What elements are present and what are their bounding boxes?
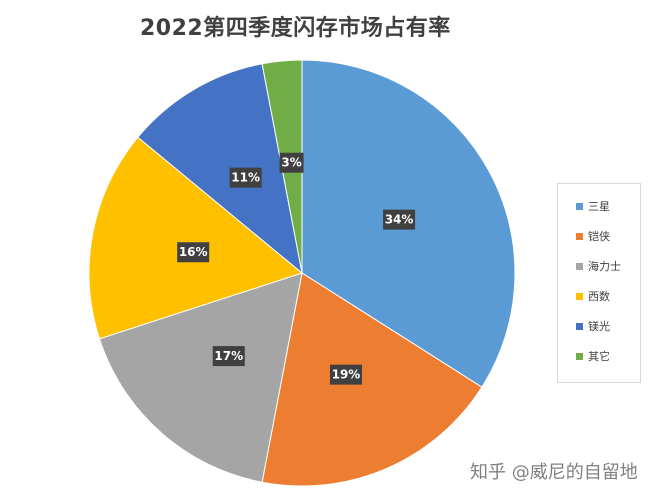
legend-item-1: 铠侠 — [576, 228, 610, 244]
legend-swatch — [576, 202, 583, 210]
data-label-4: 11% — [229, 167, 262, 188]
data-label-box — [383, 209, 416, 230]
legend-item-3: 西数 — [576, 288, 610, 304]
legend-swatch — [576, 262, 583, 270]
legend-label: 铠侠 — [588, 230, 610, 243]
data-label-1: 19% — [329, 364, 362, 385]
pie-slice-3 — [88, 136, 304, 340]
data-label-0: 34% — [383, 209, 416, 230]
data-label-5: 3% — [279, 152, 304, 173]
legend-label: 其它 — [588, 350, 610, 363]
data-label-3: 16% — [177, 242, 210, 263]
data-label-text: 3% — [281, 156, 301, 170]
data-label-2: 17% — [212, 346, 245, 367]
legend-label: 镁光 — [588, 320, 610, 333]
data-label-box — [177, 242, 210, 263]
legend-label: 三星 — [588, 200, 610, 213]
legend-item-4: 镁光 — [576, 318, 610, 334]
legend-swatch — [576, 232, 583, 240]
pie-slice-4 — [137, 63, 303, 275]
data-label-box — [212, 346, 245, 367]
legend-item-5: 其它 — [576, 348, 610, 364]
chart-title: 2022第四季度闪存市场占有率 — [140, 16, 451, 41]
legend-item-0: 三星 — [576, 198, 610, 214]
data-label-box — [229, 167, 262, 188]
data-label-text: 34% — [385, 213, 414, 227]
legend-swatch — [576, 322, 583, 330]
legend-swatch — [576, 292, 583, 300]
legend-swatch — [576, 352, 583, 360]
data-label-box — [279, 152, 304, 173]
pie-slice-1 — [261, 272, 483, 487]
legend-item-2: 海力士 — [576, 258, 621, 274]
data-label-text: 17% — [214, 349, 243, 363]
data-label-text: 11% — [231, 171, 260, 185]
legend-label: 西数 — [588, 290, 610, 303]
legend-label: 海力士 — [588, 260, 621, 273]
watermark: 知乎 @威尼的自留地 — [470, 462, 638, 483]
data-label-text: 19% — [332, 368, 361, 382]
data-label-box — [329, 364, 362, 385]
legend: 三星铠侠海力士西数镁光其它 — [557, 183, 641, 383]
pie-slice-2 — [98, 272, 303, 483]
data-label-text: 16% — [179, 245, 208, 259]
